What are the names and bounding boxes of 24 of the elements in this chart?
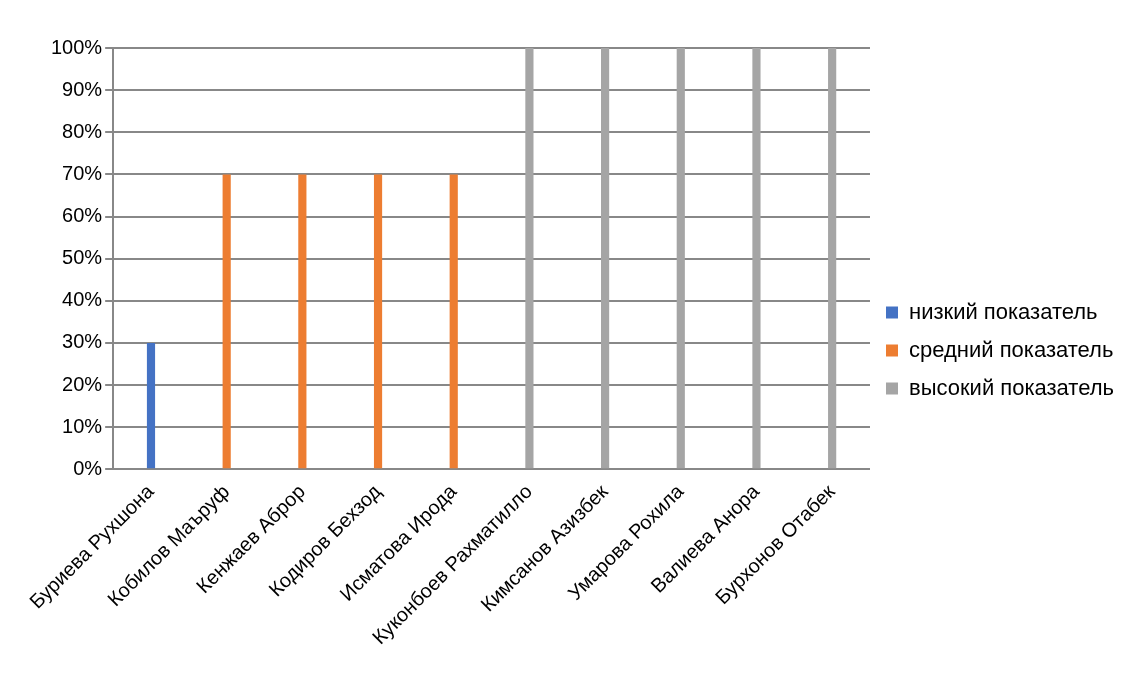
y-tick-label: 60%	[62, 204, 103, 227]
y-tick-label: 40%	[62, 288, 103, 311]
bar	[222, 174, 231, 469]
legend-label: низкий показатель	[908, 298, 1098, 324]
bar	[676, 48, 685, 469]
y-tick-label: 90%	[62, 77, 103, 100]
bar	[752, 48, 761, 469]
legend-label: средний показатель	[908, 336, 1114, 362]
bar	[298, 174, 307, 469]
y-tick-label: 0%	[73, 456, 103, 479]
bar	[525, 48, 534, 469]
bar	[146, 342, 156, 469]
bar	[373, 174, 383, 469]
y-tick-label: 70%	[62, 161, 103, 184]
legend-label: высокий показатель	[908, 374, 1114, 400]
bar	[449, 174, 458, 469]
bar	[601, 48, 610, 469]
y-tick-label: 100%	[51, 35, 103, 58]
y-tick-label: 20%	[62, 372, 103, 395]
bar	[828, 48, 837, 469]
y-tick-label: 80%	[62, 119, 103, 142]
y-tick-label: 50%	[62, 246, 103, 269]
y-tick-label: 30%	[62, 330, 103, 353]
y-tick-label: 10%	[62, 414, 103, 437]
